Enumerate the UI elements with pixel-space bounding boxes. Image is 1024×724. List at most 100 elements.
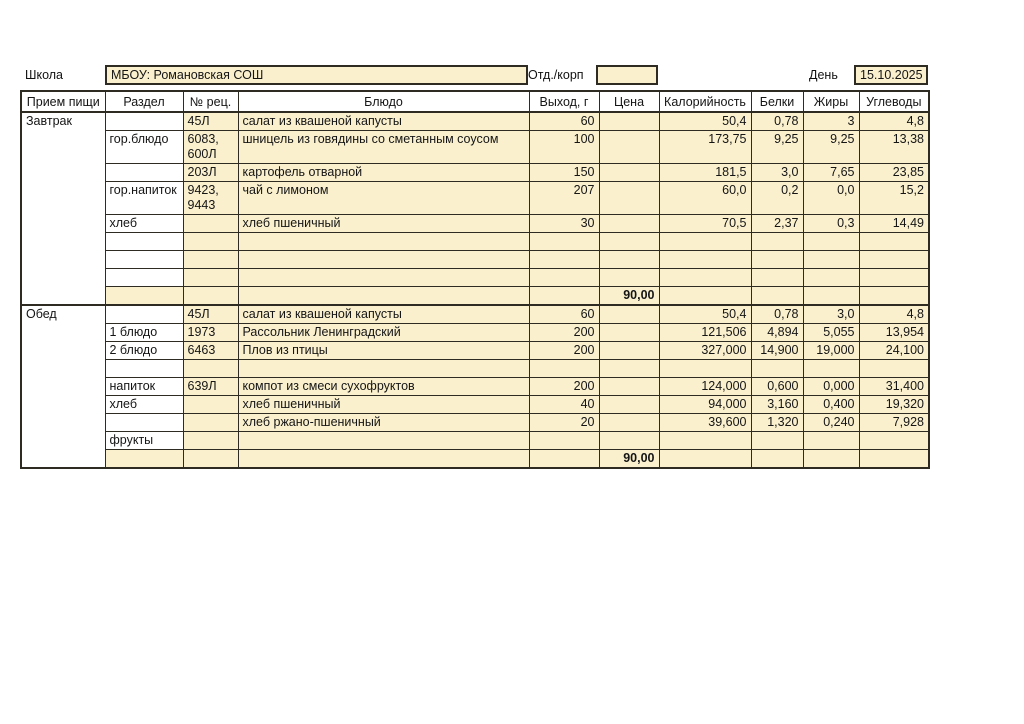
dish-cell[interactable] — [237, 250, 530, 269]
razdel-cell[interactable]: гор.блюдо — [104, 130, 184, 164]
cena-cell[interactable] — [598, 214, 660, 233]
dish-cell[interactable] — [237, 431, 530, 450]
vyhod-cell[interactable]: 100 — [528, 130, 600, 164]
vyhod-cell[interactable] — [528, 232, 600, 251]
kaloriynost-cell[interactable] — [658, 232, 752, 251]
uglevody-cell[interactable] — [858, 250, 930, 269]
dish-cell[interactable]: салат из квашеной капусты — [237, 304, 530, 324]
zhiry-cell[interactable] — [802, 250, 860, 269]
recipe-no-cell[interactable]: 6083, 600Л — [182, 130, 239, 164]
uglevody-cell[interactable]: 4,8 — [858, 111, 930, 131]
zhiry-cell[interactable]: 0,0 — [802, 181, 860, 215]
razdel-cell[interactable]: 1 блюдо — [104, 323, 184, 342]
dish-cell[interactable] — [237, 286, 530, 306]
belki-cell[interactable] — [750, 359, 804, 378]
zhiry-cell[interactable]: 0,240 — [802, 413, 860, 432]
cena-cell[interactable] — [598, 130, 660, 164]
belki-cell[interactable] — [750, 250, 804, 269]
recipe-no-cell[interactable] — [182, 395, 239, 414]
meal-cell[interactable]: Обед — [20, 304, 106, 469]
recipe-no-cell[interactable]: 1973 — [182, 323, 239, 342]
meal-cell[interactable]: Завтрак — [20, 111, 106, 306]
dish-cell[interactable]: салат из квашеной капусты — [237, 111, 530, 131]
recipe-no-cell[interactable] — [182, 286, 239, 306]
cena-cell[interactable] — [598, 359, 660, 378]
dish-cell[interactable]: Плов из птицы — [237, 341, 530, 360]
vyhod-cell[interactable] — [528, 268, 600, 287]
belki-cell[interactable] — [750, 431, 804, 450]
kaloriynost-cell[interactable] — [658, 286, 752, 306]
uglevody-cell[interactable]: 14,49 — [858, 214, 930, 233]
uglevody-cell[interactable]: 13,38 — [858, 130, 930, 164]
dish-cell[interactable]: хлеб ржано-пшеничный — [237, 413, 530, 432]
zhiry-cell[interactable]: 7,65 — [802, 163, 860, 182]
kaloriynost-cell[interactable]: 173,75 — [658, 130, 752, 164]
zhiry-cell[interactable] — [802, 359, 860, 378]
cena-cell[interactable] — [598, 413, 660, 432]
kaloriynost-cell[interactable]: 327,000 — [658, 341, 752, 360]
cena-cell[interactable] — [598, 323, 660, 342]
uglevody-cell[interactable]: 19,320 — [858, 395, 930, 414]
kaloriynost-cell[interactable]: 121,506 — [658, 323, 752, 342]
zhiry-cell[interactable] — [802, 431, 860, 450]
recipe-no-cell[interactable]: 203Л — [182, 163, 239, 182]
recipe-no-cell[interactable]: 6463 — [182, 341, 239, 360]
razdel-cell[interactable] — [104, 286, 184, 306]
dish-cell[interactable]: чай с лимоном — [237, 181, 530, 215]
razdel-cell[interactable] — [104, 163, 184, 182]
belki-cell[interactable]: 2,37 — [750, 214, 804, 233]
dish-cell[interactable]: Рассольник Ленинградский — [237, 323, 530, 342]
razdel-cell[interactable] — [104, 449, 184, 469]
kaloriynost-cell[interactable]: 50,4 — [658, 304, 752, 324]
recipe-no-cell[interactable] — [182, 359, 239, 378]
dish-cell[interactable] — [237, 268, 530, 287]
cena-cell[interactable] — [598, 163, 660, 182]
uglevody-cell[interactable] — [858, 268, 930, 287]
razdel-cell[interactable]: хлеб — [104, 214, 184, 233]
razdel-cell[interactable] — [104, 359, 184, 378]
zhiry-cell[interactable] — [802, 268, 860, 287]
vyhod-cell[interactable]: 60 — [528, 304, 600, 324]
recipe-no-cell[interactable]: 45Л — [182, 304, 239, 324]
zhiry-cell[interactable] — [802, 232, 860, 251]
cena-cell[interactable] — [598, 304, 660, 324]
recipe-no-cell[interactable] — [182, 250, 239, 269]
razdel-cell[interactable]: хлеб — [104, 395, 184, 414]
kaloriynost-cell[interactable] — [658, 250, 752, 269]
belki-cell[interactable] — [750, 286, 804, 306]
recipe-no-cell[interactable]: 9423, 9443 — [182, 181, 239, 215]
vyhod-cell[interactable]: 207 — [528, 181, 600, 215]
razdel-cell[interactable] — [104, 232, 184, 251]
belki-cell[interactable] — [750, 449, 804, 469]
belki-cell[interactable]: 3,0 — [750, 163, 804, 182]
kaloriynost-cell[interactable]: 94,000 — [658, 395, 752, 414]
uglevody-cell[interactable] — [858, 431, 930, 450]
cena-cell[interactable]: 90,00 — [598, 286, 660, 306]
vyhod-cell[interactable]: 40 — [528, 395, 600, 414]
cena-cell[interactable] — [598, 341, 660, 360]
vyhod-cell[interactable] — [528, 449, 600, 469]
belki-cell[interactable]: 0,600 — [750, 377, 804, 396]
recipe-no-cell[interactable]: 45Л — [182, 111, 239, 131]
dish-cell[interactable]: хлеб пшеничный — [237, 395, 530, 414]
uglevody-cell[interactable] — [858, 359, 930, 378]
belki-cell[interactable]: 0,78 — [750, 111, 804, 131]
vyhod-cell[interactable] — [528, 250, 600, 269]
vyhod-cell[interactable]: 200 — [528, 377, 600, 396]
belki-cell[interactable]: 3,160 — [750, 395, 804, 414]
kaloriynost-cell[interactable]: 39,600 — [658, 413, 752, 432]
razdel-cell[interactable]: фрукты — [104, 431, 184, 450]
zhiry-cell[interactable]: 3,0 — [802, 304, 860, 324]
day-input[interactable]: 15.10.2025 — [854, 65, 928, 85]
uglevody-cell[interactable] — [858, 449, 930, 469]
dish-cell[interactable] — [237, 449, 530, 469]
zhiry-cell[interactable] — [802, 286, 860, 306]
vyhod-cell[interactable]: 30 — [528, 214, 600, 233]
recipe-no-cell[interactable] — [182, 268, 239, 287]
kaloriynost-cell[interactable] — [658, 268, 752, 287]
zhiry-cell[interactable]: 9,25 — [802, 130, 860, 164]
cena-cell[interactable] — [598, 250, 660, 269]
belki-cell[interactable]: 14,900 — [750, 341, 804, 360]
belki-cell[interactable]: 4,894 — [750, 323, 804, 342]
uglevody-cell[interactable]: 4,8 — [858, 304, 930, 324]
